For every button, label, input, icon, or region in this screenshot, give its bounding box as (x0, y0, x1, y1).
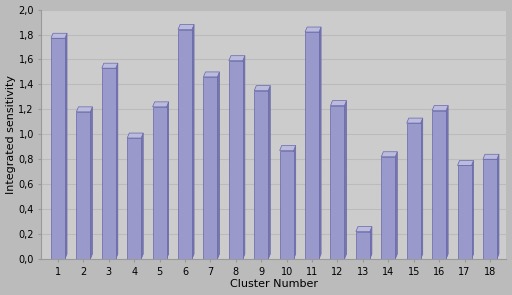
Polygon shape (497, 154, 499, 259)
Y-axis label: Integrated sensitivity: Integrated sensitivity (6, 75, 15, 194)
Polygon shape (51, 38, 65, 259)
Polygon shape (243, 56, 245, 259)
Polygon shape (76, 107, 92, 112)
Polygon shape (381, 152, 397, 157)
Polygon shape (127, 138, 141, 259)
Polygon shape (305, 27, 321, 32)
Polygon shape (330, 106, 345, 259)
Polygon shape (483, 154, 499, 159)
Polygon shape (254, 86, 270, 91)
Polygon shape (51, 33, 67, 38)
Polygon shape (102, 63, 118, 68)
Polygon shape (305, 32, 319, 259)
Polygon shape (229, 61, 243, 259)
Polygon shape (65, 33, 67, 259)
Polygon shape (192, 24, 194, 259)
Polygon shape (319, 27, 321, 259)
Polygon shape (203, 77, 218, 259)
Polygon shape (432, 111, 446, 259)
Polygon shape (203, 72, 220, 77)
Polygon shape (127, 133, 143, 138)
Polygon shape (218, 72, 220, 259)
Polygon shape (483, 159, 497, 259)
Polygon shape (345, 101, 347, 259)
Polygon shape (407, 118, 423, 123)
Polygon shape (229, 56, 245, 61)
Polygon shape (407, 123, 421, 259)
Polygon shape (432, 106, 448, 111)
Polygon shape (166, 102, 168, 259)
Polygon shape (330, 101, 347, 106)
Polygon shape (153, 107, 166, 259)
Polygon shape (254, 91, 268, 259)
Polygon shape (178, 24, 194, 30)
Polygon shape (421, 118, 423, 259)
X-axis label: Cluster Number: Cluster Number (230, 279, 318, 289)
Polygon shape (178, 30, 192, 259)
Polygon shape (458, 160, 474, 165)
Polygon shape (153, 102, 168, 107)
Polygon shape (76, 112, 91, 259)
Polygon shape (370, 227, 372, 259)
Polygon shape (280, 145, 296, 150)
Polygon shape (280, 150, 294, 259)
Polygon shape (268, 86, 270, 259)
Polygon shape (356, 227, 372, 232)
Polygon shape (446, 106, 448, 259)
Polygon shape (356, 232, 370, 259)
Polygon shape (91, 107, 92, 259)
Polygon shape (116, 63, 118, 259)
Polygon shape (102, 68, 116, 259)
Polygon shape (294, 145, 296, 259)
Polygon shape (141, 133, 143, 259)
Polygon shape (381, 157, 395, 259)
Polygon shape (395, 152, 397, 259)
Polygon shape (472, 160, 474, 259)
Polygon shape (458, 165, 472, 259)
